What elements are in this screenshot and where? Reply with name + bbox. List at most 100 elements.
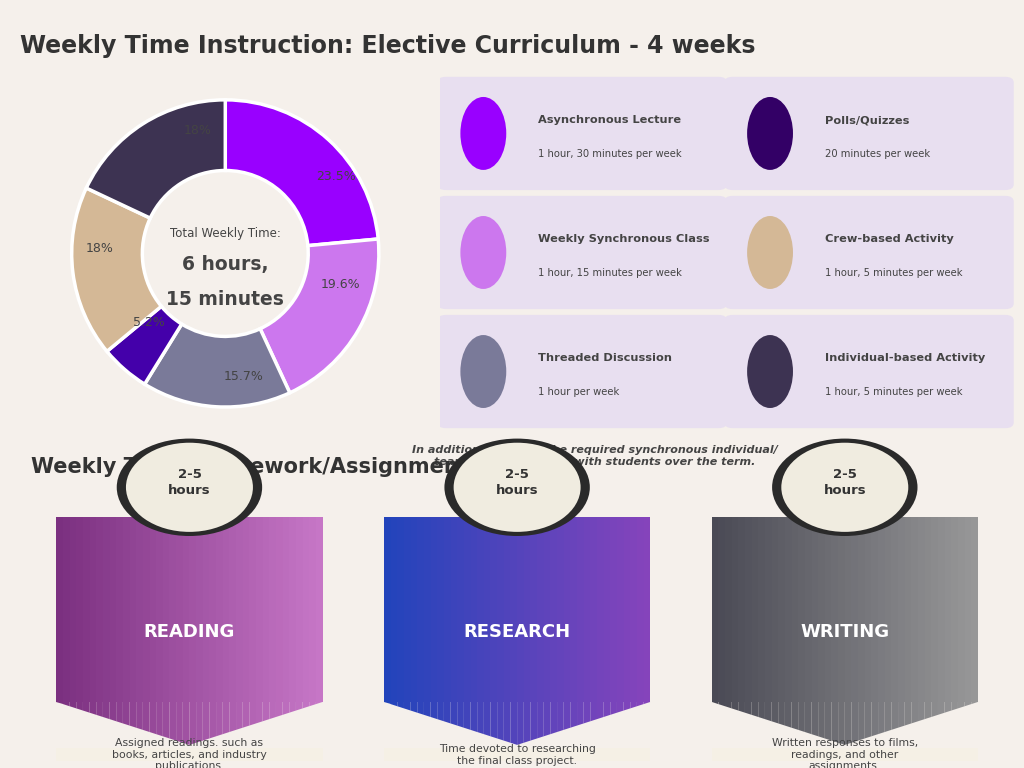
Ellipse shape (461, 335, 506, 408)
Bar (885, 517, 891, 702)
Bar (309, 517, 315, 702)
Bar (845, 517, 851, 702)
Bar (718, 517, 725, 702)
Bar (250, 517, 256, 702)
Bar (276, 517, 283, 702)
Polygon shape (477, 702, 484, 734)
Bar (70, 517, 77, 702)
Bar (712, 517, 718, 702)
Bar (209, 517, 216, 702)
Text: Polls/Quizzes: Polls/Quizzes (824, 115, 909, 125)
Bar (825, 517, 831, 702)
Text: Crew-based Activity: Crew-based Activity (824, 234, 953, 244)
Bar (510, 517, 517, 702)
Polygon shape (143, 702, 150, 732)
Bar (738, 517, 744, 702)
Bar (624, 517, 630, 702)
Text: READING: READING (143, 623, 236, 641)
Bar (490, 517, 498, 702)
Bar (725, 517, 731, 702)
Polygon shape (117, 702, 123, 723)
Bar (958, 517, 965, 702)
Bar (262, 517, 269, 702)
Text: RESEARCH: RESEARCH (464, 623, 570, 641)
Bar (811, 517, 818, 702)
Polygon shape (471, 702, 477, 732)
Polygon shape (276, 702, 283, 717)
Polygon shape (624, 702, 631, 710)
Polygon shape (891, 702, 898, 730)
Polygon shape (510, 702, 517, 745)
Bar (384, 517, 391, 702)
Bar (905, 517, 911, 702)
Text: 5.2%: 5.2% (132, 316, 165, 329)
Text: 1 hour, 30 minutes per week: 1 hour, 30 minutes per week (538, 149, 681, 159)
Polygon shape (965, 702, 971, 707)
Bar (731, 517, 738, 702)
Bar (517, 517, 523, 702)
Bar (971, 517, 978, 702)
Polygon shape (784, 702, 792, 728)
Bar (269, 517, 276, 702)
Polygon shape (918, 702, 925, 721)
Bar (744, 517, 752, 702)
Polygon shape (818, 702, 825, 739)
Polygon shape (744, 702, 752, 715)
Polygon shape (63, 702, 70, 707)
Polygon shape (504, 702, 510, 743)
Polygon shape (811, 702, 818, 737)
Bar (544, 517, 551, 702)
Bar (243, 517, 250, 702)
Bar (524, 517, 530, 702)
Polygon shape (418, 702, 424, 715)
FancyBboxPatch shape (437, 196, 727, 310)
Polygon shape (530, 702, 537, 740)
Polygon shape (411, 702, 418, 713)
Text: 1 hour, 15 minutes per week: 1 hour, 15 minutes per week (538, 268, 682, 278)
Ellipse shape (461, 97, 506, 170)
Bar (551, 517, 557, 702)
Bar (129, 517, 136, 702)
Bar (182, 517, 189, 702)
Bar (163, 517, 170, 702)
Polygon shape (517, 702, 524, 745)
Text: 1 hour, 5 minutes per week: 1 hour, 5 minutes per week (824, 387, 962, 397)
Polygon shape (123, 702, 129, 726)
Polygon shape (236, 702, 243, 730)
Polygon shape (176, 702, 182, 743)
Bar (76, 517, 83, 702)
Polygon shape (885, 702, 891, 732)
Polygon shape (925, 702, 932, 719)
Polygon shape (799, 702, 805, 732)
Polygon shape (444, 702, 451, 723)
Polygon shape (938, 702, 944, 715)
Bar (537, 517, 544, 702)
Polygon shape (498, 702, 504, 740)
Polygon shape (303, 702, 309, 708)
Bar (63, 517, 70, 702)
Polygon shape (229, 702, 236, 732)
Wedge shape (106, 306, 181, 384)
Polygon shape (223, 702, 229, 734)
Bar (851, 517, 858, 702)
Polygon shape (216, 702, 223, 737)
Polygon shape (758, 702, 765, 719)
Polygon shape (752, 702, 758, 717)
Text: Weekly Synchronous Class: Weekly Synchronous Class (538, 234, 710, 244)
Text: 1 hour per week: 1 hour per week (538, 387, 620, 397)
Bar (590, 517, 597, 702)
Polygon shape (309, 702, 315, 707)
Polygon shape (563, 702, 570, 730)
Text: 2-5
hours: 2-5 hours (168, 468, 211, 497)
Text: 2-5
hours: 2-5 hours (823, 468, 866, 497)
Bar (223, 517, 229, 702)
Bar (110, 517, 117, 702)
Bar (504, 517, 510, 702)
Bar (918, 517, 925, 702)
Polygon shape (83, 702, 90, 713)
Polygon shape (170, 702, 176, 740)
Polygon shape (958, 702, 965, 708)
Ellipse shape (781, 442, 908, 532)
Bar (805, 517, 811, 702)
Polygon shape (944, 702, 951, 713)
